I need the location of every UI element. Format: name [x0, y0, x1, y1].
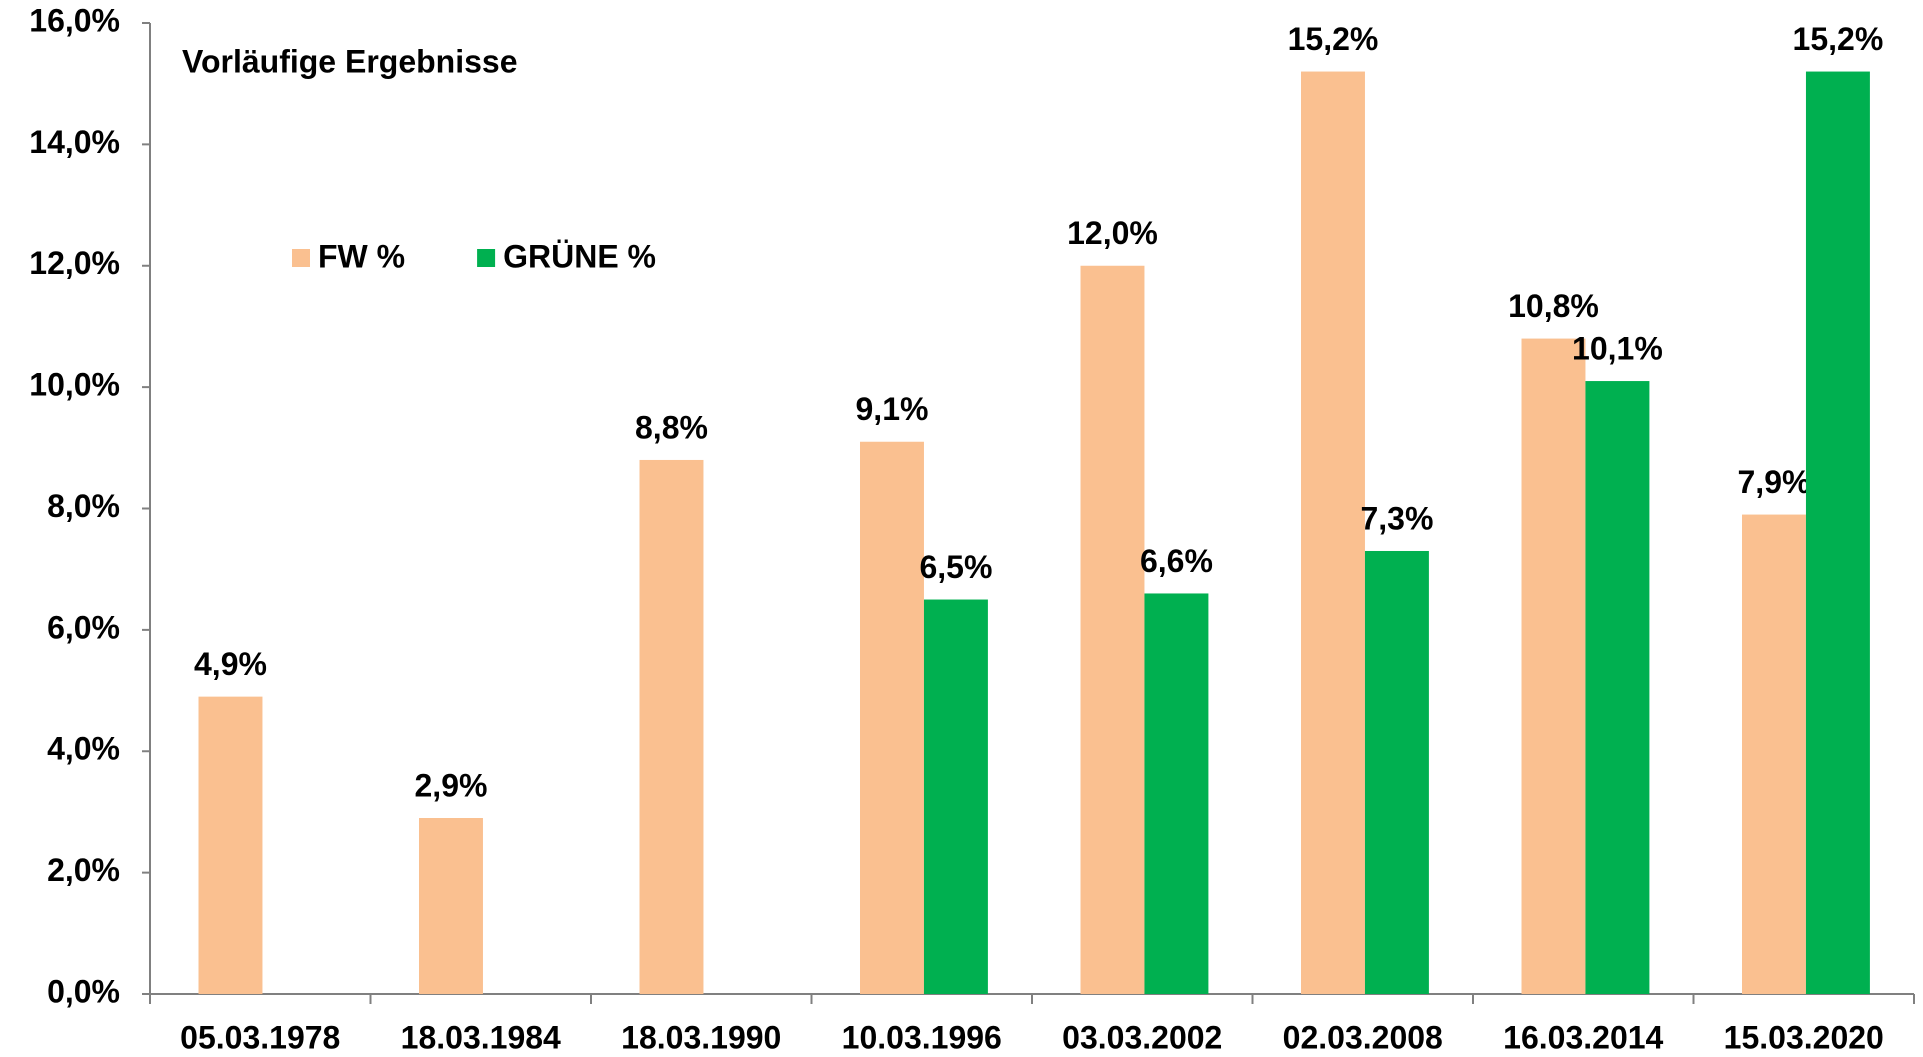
bar — [198, 696, 263, 994]
bar — [1364, 550, 1429, 994]
y-tick-label: 6,0% — [47, 609, 120, 645]
y-tick-label: 0,0% — [47, 973, 120, 1009]
bar — [1521, 338, 1586, 994]
x-tick-label: 03.03.2002 — [1062, 1019, 1222, 1055]
bar — [419, 818, 483, 994]
bar — [860, 441, 924, 994]
value-label: 4,9% — [194, 646, 267, 682]
bar — [923, 599, 988, 994]
legend-swatch — [292, 249, 310, 267]
bar — [1144, 593, 1209, 994]
bar — [639, 459, 704, 994]
x-tick-label: 18.03.1984 — [401, 1019, 561, 1055]
value-label: 10,1% — [1572, 331, 1663, 367]
x-tick-label: 10.03.1996 — [842, 1019, 1002, 1055]
bar — [1742, 514, 1806, 994]
legend-label: FW % — [318, 238, 405, 274]
y-tick-label: 14,0% — [29, 124, 120, 160]
value-label: 15,2% — [1793, 21, 1884, 57]
value-label: 9,1% — [856, 391, 929, 427]
x-tick-label: 18.03.1990 — [621, 1019, 781, 1055]
bar — [1301, 71, 1365, 995]
chart-title: Vorläufige Ergebnisse — [182, 43, 518, 79]
value-label: 7,9% — [1738, 464, 1811, 500]
y-tick-label: 8,0% — [47, 488, 120, 524]
value-label: 6,6% — [1140, 543, 1213, 579]
y-tick-label: 2,0% — [47, 852, 120, 888]
value-label: 8,8% — [635, 409, 708, 445]
y-tick-label: 16,0% — [29, 2, 120, 38]
legend-swatch — [477, 249, 496, 267]
value-label: 12,0% — [1067, 215, 1158, 251]
y-tick-label: 10,0% — [29, 367, 120, 403]
bar — [1080, 265, 1145, 994]
y-tick-label: 12,0% — [29, 245, 120, 281]
legend-label: GRÜNE % — [503, 238, 656, 274]
value-label: 15,2% — [1288, 21, 1379, 57]
value-label: 7,3% — [1360, 500, 1433, 536]
x-tick-label: 05.03.1978 — [180, 1019, 340, 1055]
value-label: 6,5% — [919, 549, 992, 585]
x-tick-label: 02.03.2008 — [1283, 1019, 1443, 1055]
bar — [1805, 71, 1870, 995]
x-tick-label: 15.03.2020 — [1724, 1019, 1884, 1055]
x-tick-label: 16.03.2014 — [1503, 1019, 1663, 1055]
bar — [1585, 381, 1650, 994]
value-label: 2,9% — [415, 767, 488, 803]
y-tick-label: 4,0% — [47, 731, 120, 767]
value-label: 10,8% — [1508, 288, 1599, 324]
